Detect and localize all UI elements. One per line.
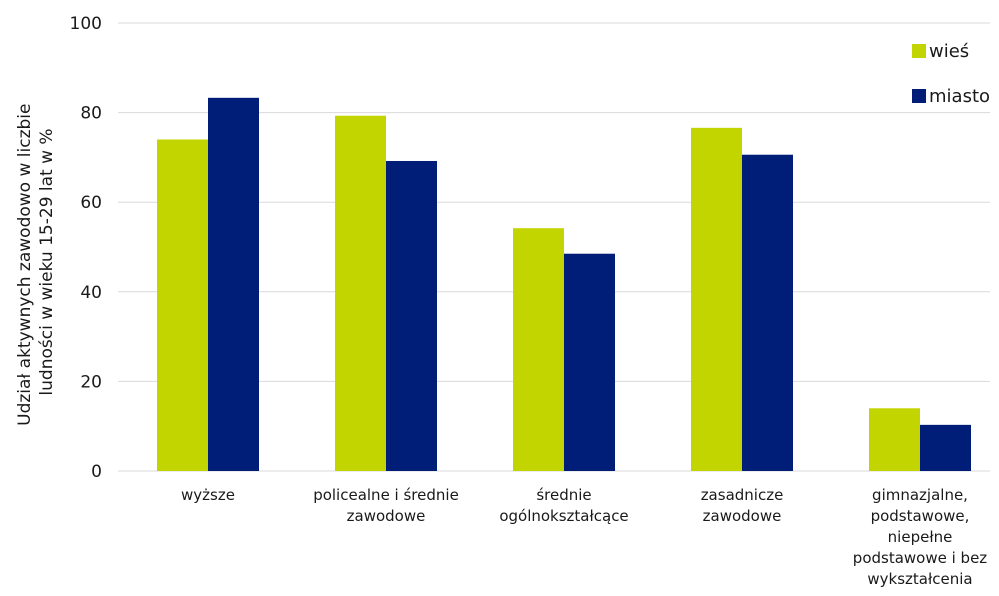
x-category-label: podstawowe, [871, 507, 970, 525]
y-axis-title-line-2: ludności w wieku 15-29 lat w % [37, 128, 57, 395]
x-category-label: wykształcenia [867, 570, 972, 588]
x-category-label: ogólnokształcące [499, 507, 628, 525]
x-category-label: zawodowe [347, 507, 426, 525]
bar-miasto-0 [208, 97, 259, 471]
y-axis-title-line-1: Udział aktywnych zawodowo w liczbie [15, 104, 35, 426]
bar-wieś-0 [157, 139, 208, 472]
legend-swatch-wieś [912, 44, 926, 58]
x-category-label: policealne i średnie [313, 486, 459, 504]
bar-miasto-4 [920, 424, 971, 471]
bar-miasto-3 [742, 154, 793, 471]
y-tick-label: 20 [80, 372, 102, 392]
bar-wieś-4 [869, 408, 920, 471]
x-category-label: gimnazjalne, [872, 486, 968, 504]
bar-miasto-1 [386, 160, 437, 471]
legend: wieś miasto [912, 41, 990, 107]
bar-wieś-1 [335, 115, 386, 472]
x-category-label: podstawowe i bez [853, 549, 988, 567]
y-axis-ticks: 0 20 40 60 80 100 [70, 14, 102, 482]
x-category-label: zasadnicze [701, 486, 784, 504]
y-tick-label: 0 [91, 462, 102, 482]
x-category-label: wyższe [181, 486, 235, 504]
y-tick-label: 60 [80, 193, 102, 213]
bar-wieś-2 [513, 228, 564, 471]
legend-label-miasto: miasto [929, 86, 990, 107]
x-category-label: zawodowe [703, 507, 782, 525]
legend-label-wieś: wieś [929, 41, 969, 62]
y-tick-label: 40 [80, 283, 102, 303]
legend-swatch-miasto [912, 89, 926, 103]
y-tick-label: 100 [70, 14, 102, 34]
y-tick-label: 80 [80, 104, 102, 124]
bar-miasto-2 [564, 253, 615, 471]
y-axis-title: Udział aktywnych zawodowo w liczbie ludn… [15, 98, 57, 426]
x-category-label: niepełne [888, 528, 953, 546]
x-category-label: średnie [536, 486, 591, 504]
x-axis-category-labels: wyższe policealne i średnie zawodowe średni… [181, 486, 987, 588]
bar-wieś-3 [691, 127, 742, 471]
bars [157, 97, 971, 472]
